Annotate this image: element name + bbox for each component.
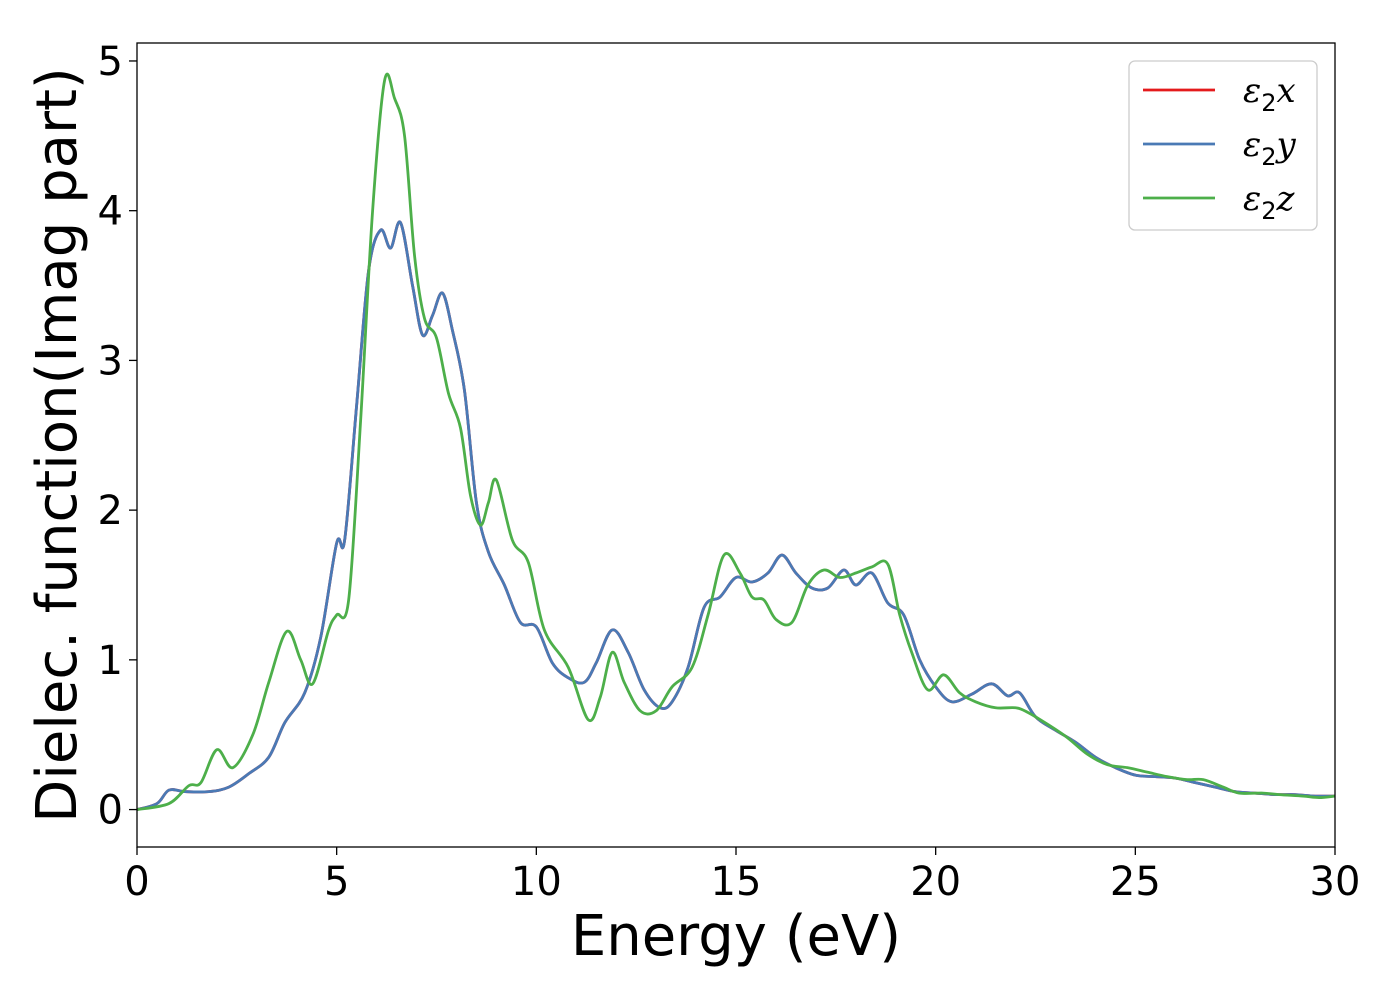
y-axis-ticks: 0 1 2 3 4 5 (98, 39, 137, 834)
legend-label-x: ε2x (1243, 71, 1296, 117)
series-layer (137, 72, 1335, 811)
series-line-y (137, 220, 1335, 811)
legend: ε2x ε2y ε2z (1128, 60, 1318, 231)
y-tick-label: 4 (98, 189, 123, 235)
y-axis-title: Dielec. function(Imag part) (25, 67, 90, 823)
legend-label-y: ε2y (1243, 125, 1297, 171)
x-tick-label: 5 (324, 859, 349, 905)
legend-items: ε2x ε2y ε2z (1143, 71, 1297, 225)
series-line-z (137, 72, 1335, 811)
x-tick-label: 0 (124, 859, 149, 905)
legend-frame (1128, 60, 1318, 231)
x-tick-label: 10 (511, 859, 562, 905)
y-tick-label: 5 (98, 39, 123, 85)
legend-label-z: ε2z (1243, 179, 1296, 225)
y-tick-label: 1 (98, 638, 123, 684)
x-tick-label: 25 (1110, 859, 1161, 905)
x-tick-label: 15 (711, 859, 762, 905)
x-axis-ticks: 0 5 10 15 20 25 30 (124, 847, 1360, 905)
x-tick-label: 20 (910, 859, 961, 905)
y-tick-label: 0 (98, 788, 123, 834)
series-line-x (137, 220, 1335, 811)
x-axis-title: Energy (eV) (571, 904, 901, 969)
y-tick-label: 2 (98, 488, 123, 534)
x-tick-label: 30 (1310, 859, 1361, 905)
y-tick-label: 3 (98, 338, 123, 384)
